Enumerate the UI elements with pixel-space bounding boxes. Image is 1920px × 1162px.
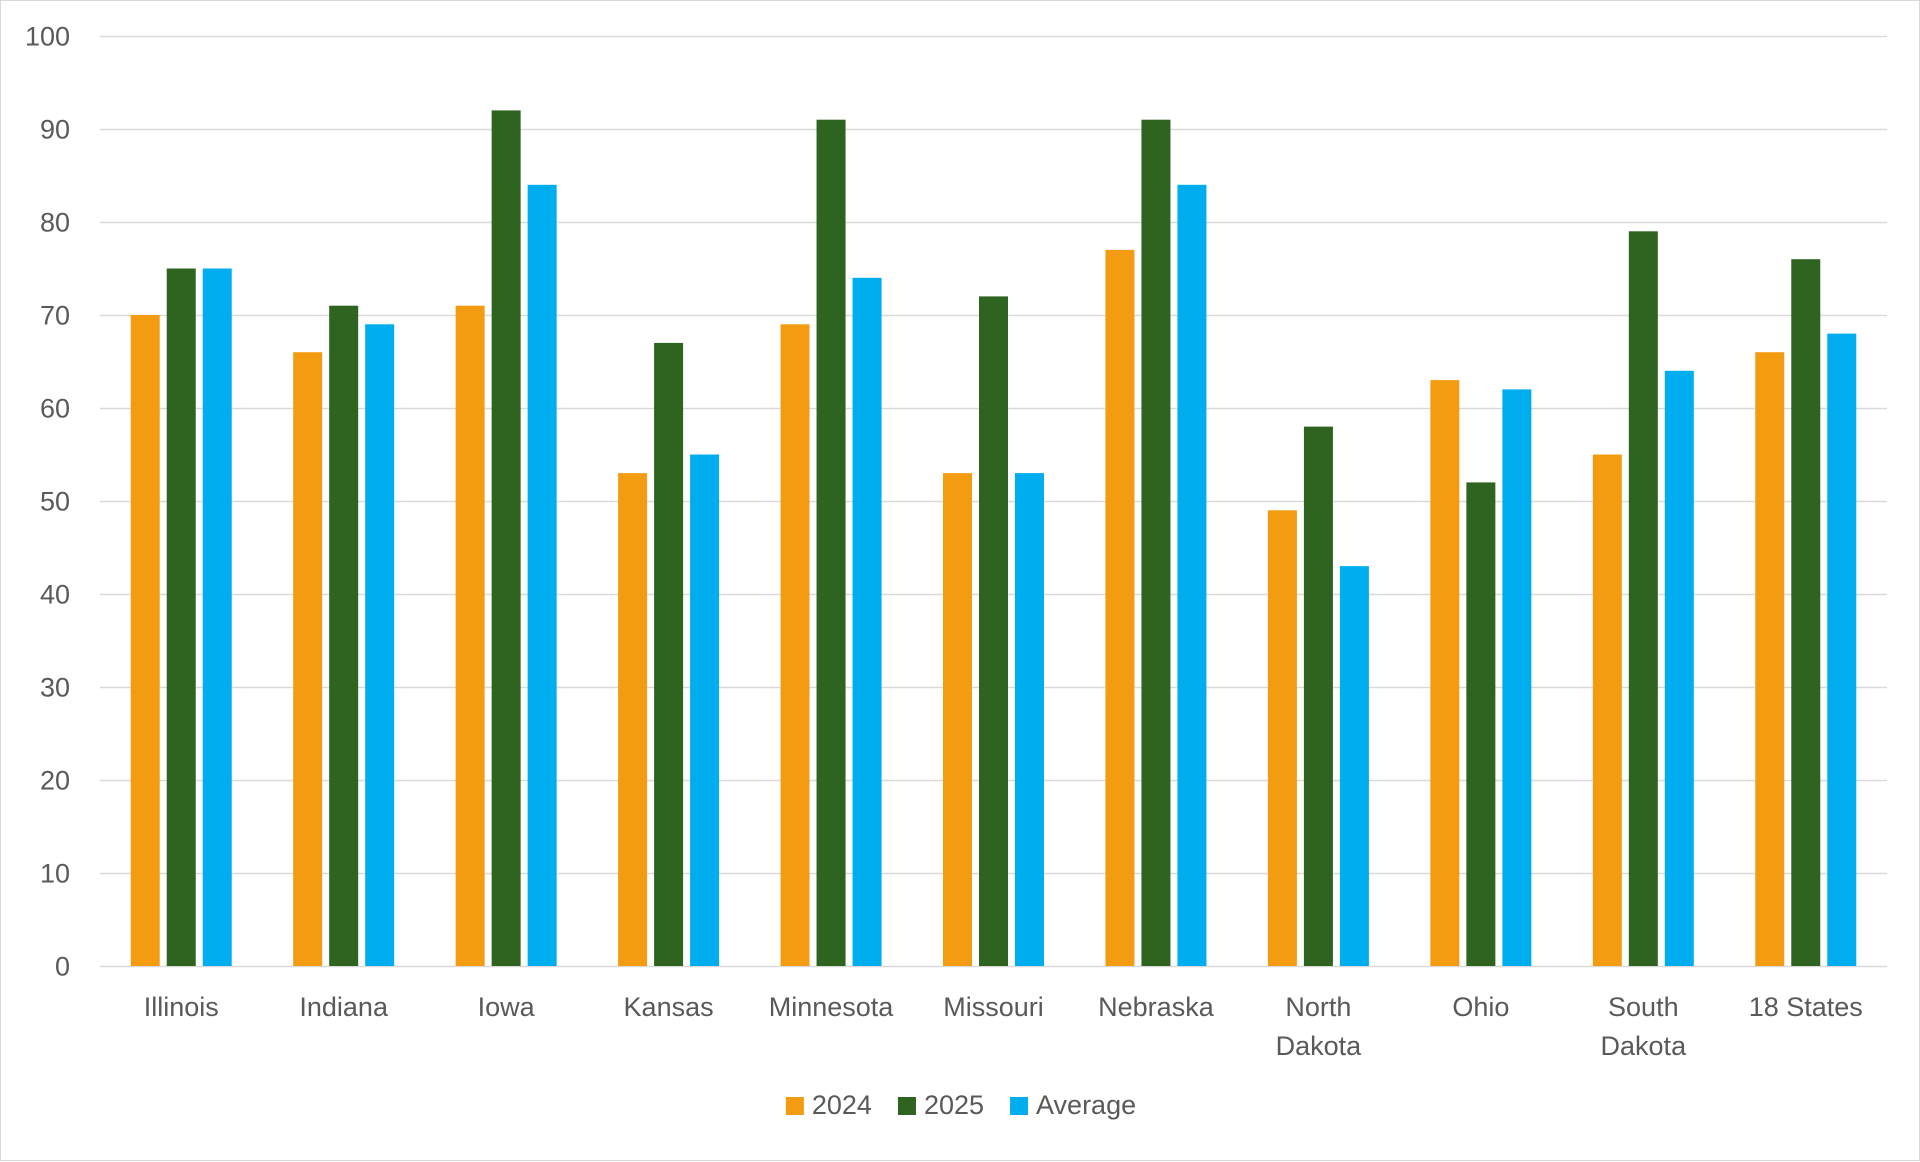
y-tick-label: 10 bbox=[40, 859, 70, 889]
bar-2025 bbox=[491, 110, 521, 966]
bar-average bbox=[1827, 333, 1857, 967]
legend-swatch bbox=[1010, 1097, 1029, 1115]
x-tick-label: Ohio bbox=[1452, 992, 1509, 1022]
bar-2024 bbox=[1267, 510, 1297, 966]
bar-2024 bbox=[780, 324, 810, 966]
bar-2024 bbox=[943, 473, 972, 966]
bar-average bbox=[365, 324, 395, 966]
legend-swatch bbox=[785, 1097, 804, 1115]
y-tick-label: 0 bbox=[55, 952, 70, 982]
bar-average bbox=[527, 184, 557, 967]
legend-label: 2024 bbox=[812, 1090, 872, 1120]
y-tick-label: 40 bbox=[40, 580, 70, 610]
bar-2025 bbox=[166, 268, 196, 966]
bar-2024 bbox=[1592, 454, 1622, 966]
legend-label: 2025 bbox=[924, 1090, 984, 1120]
bars bbox=[130, 110, 1857, 967]
bar-2025 bbox=[1303, 426, 1333, 967]
x-axis-ticks: Illinois Indiana Iowa Kansas Minnesota Missou… bbox=[144, 992, 1863, 1061]
bar-2025 bbox=[1628, 231, 1658, 967]
bar-2025 bbox=[654, 342, 684, 966]
bar-average bbox=[1015, 473, 1044, 966]
bar-2025 bbox=[329, 305, 359, 966]
x-tick-label: Illinois bbox=[144, 992, 219, 1022]
legend-swatch bbox=[897, 1097, 916, 1115]
y-axis-ticks: 0 10 20 30 40 50 60 70 80 90 100 bbox=[25, 22, 70, 982]
bar-average bbox=[852, 277, 882, 966]
legend-label: Average bbox=[1036, 1090, 1136, 1120]
y-tick-label: 50 bbox=[40, 487, 70, 517]
bar-2024 bbox=[1755, 352, 1785, 966]
y-tick-label: 20 bbox=[40, 766, 70, 796]
bar-average bbox=[1664, 370, 1694, 966]
bar-average bbox=[202, 268, 232, 966]
bar-average bbox=[690, 454, 720, 966]
x-tick-label: Indiana bbox=[299, 992, 389, 1022]
y-tick-label: 80 bbox=[40, 208, 70, 238]
x-tick-label: Kansas bbox=[624, 992, 714, 1022]
y-tick-label: 30 bbox=[40, 673, 70, 703]
bar-average bbox=[1339, 566, 1369, 966]
y-tick-label: 100 bbox=[25, 22, 70, 52]
legend: 2024 2025 Average bbox=[785, 1090, 1136, 1120]
x-tick-label: Minnesota bbox=[769, 992, 895, 1022]
bar-2025 bbox=[816, 119, 846, 966]
bar-2024 bbox=[1105, 249, 1135, 966]
y-tick-label: 90 bbox=[40, 115, 70, 145]
bar-2024 bbox=[1430, 380, 1460, 967]
x-tick-label: North bbox=[1285, 992, 1351, 1022]
x-tick-label: South bbox=[1608, 992, 1679, 1022]
bar-2024 bbox=[455, 305, 485, 966]
bar-average bbox=[1502, 389, 1532, 966]
x-tick-label: Missouri bbox=[943, 992, 1044, 1022]
bar-2025 bbox=[1791, 259, 1821, 966]
bar-2025 bbox=[1141, 119, 1171, 966]
x-tick-label: Dakota bbox=[1601, 1031, 1688, 1061]
bar-2024 bbox=[293, 352, 323, 966]
y-tick-label: 60 bbox=[40, 394, 70, 424]
y-tick-label: 70 bbox=[40, 301, 70, 331]
bar-2024 bbox=[130, 315, 160, 966]
x-tick-label: Nebraska bbox=[1098, 992, 1215, 1022]
x-tick-label: Iowa bbox=[478, 992, 536, 1022]
x-tick-label: 18 States bbox=[1749, 992, 1863, 1022]
bar-2025 bbox=[979, 296, 1008, 966]
bar-average bbox=[1177, 184, 1207, 967]
bar-2024 bbox=[618, 473, 648, 966]
x-tick-label: Dakota bbox=[1276, 1031, 1363, 1061]
bar-2025 bbox=[1466, 482, 1496, 966]
